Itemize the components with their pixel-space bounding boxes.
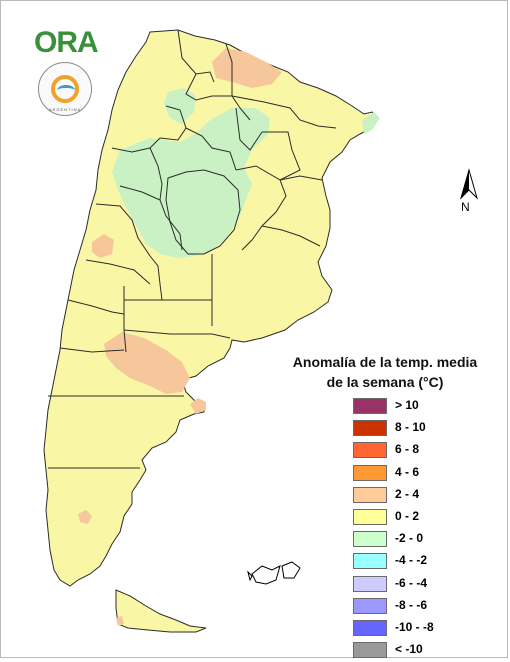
cool-patch-northeast — [362, 112, 380, 134]
legend-label: 6 - 8 — [395, 442, 420, 457]
smn-logo-wave — [57, 85, 75, 96]
legend-swatch — [353, 597, 387, 614]
smn-logo: ARGENTINA — [38, 62, 92, 116]
legend-title: Anomalía de la temp. media de la semana … — [270, 352, 500, 392]
legend-label: -10 - -8 — [395, 619, 434, 634]
north-arrow-icon — [459, 168, 479, 200]
warm-patch-north — [212, 48, 282, 88]
legend-label: > 10 — [395, 398, 419, 412]
legend-swatch — [353, 508, 387, 525]
legend-swatch — [353, 486, 387, 503]
north-label: N — [461, 200, 470, 214]
legend-swatch — [353, 553, 387, 570]
legend-label: -8 - -6 — [395, 597, 428, 612]
legend-swatch — [353, 464, 387, 481]
warm-patch-valdes — [190, 398, 206, 414]
malvinas-islands — [247, 561, 301, 585]
argentina-mainland — [43, 29, 379, 587]
legend-swatch — [353, 420, 387, 437]
legend-swatch — [353, 531, 387, 548]
ora-logo: ORA — [34, 26, 99, 60]
legend-swatch — [353, 442, 387, 459]
legend-title-line1: Anomalía de la temp. media — [292, 354, 478, 370]
anomaly-patches — [78, 48, 380, 626]
legend-label: 8 - 10 — [395, 420, 426, 435]
legend-label: < -10 — [395, 642, 423, 657]
legend-swatch — [353, 398, 387, 414]
warm-patch-tdf — [116, 616, 124, 626]
smn-logo-ring — [51, 75, 79, 103]
legend-label: -4 - -2 — [395, 553, 428, 568]
warm-patch-west — [92, 234, 114, 258]
legend-swatch — [353, 575, 387, 592]
tierra-del-fuego — [115, 589, 207, 633]
legend-swatch — [353, 619, 387, 636]
cool-patch-north — [164, 88, 196, 124]
legend-label: -2 - 0 — [395, 531, 424, 546]
north-arrow: N — [456, 168, 482, 216]
legend-swatch — [353, 642, 387, 659]
province-borders — [48, 29, 337, 469]
cool-patch-central — [112, 108, 270, 258]
legend-label: -6 - -4 — [395, 575, 428, 590]
legend-label: 4 - 6 — [395, 464, 420, 479]
ora-logo-text: ORA — [34, 26, 99, 59]
smn-logo-text: ARGENTINA — [48, 107, 82, 112]
legend-label: 2 - 4 — [395, 486, 420, 501]
warm-patch-south — [78, 510, 92, 524]
legend-title-line2: de la semana (°C) — [326, 374, 444, 390]
legend-label: 0 - 2 — [395, 508, 420, 523]
